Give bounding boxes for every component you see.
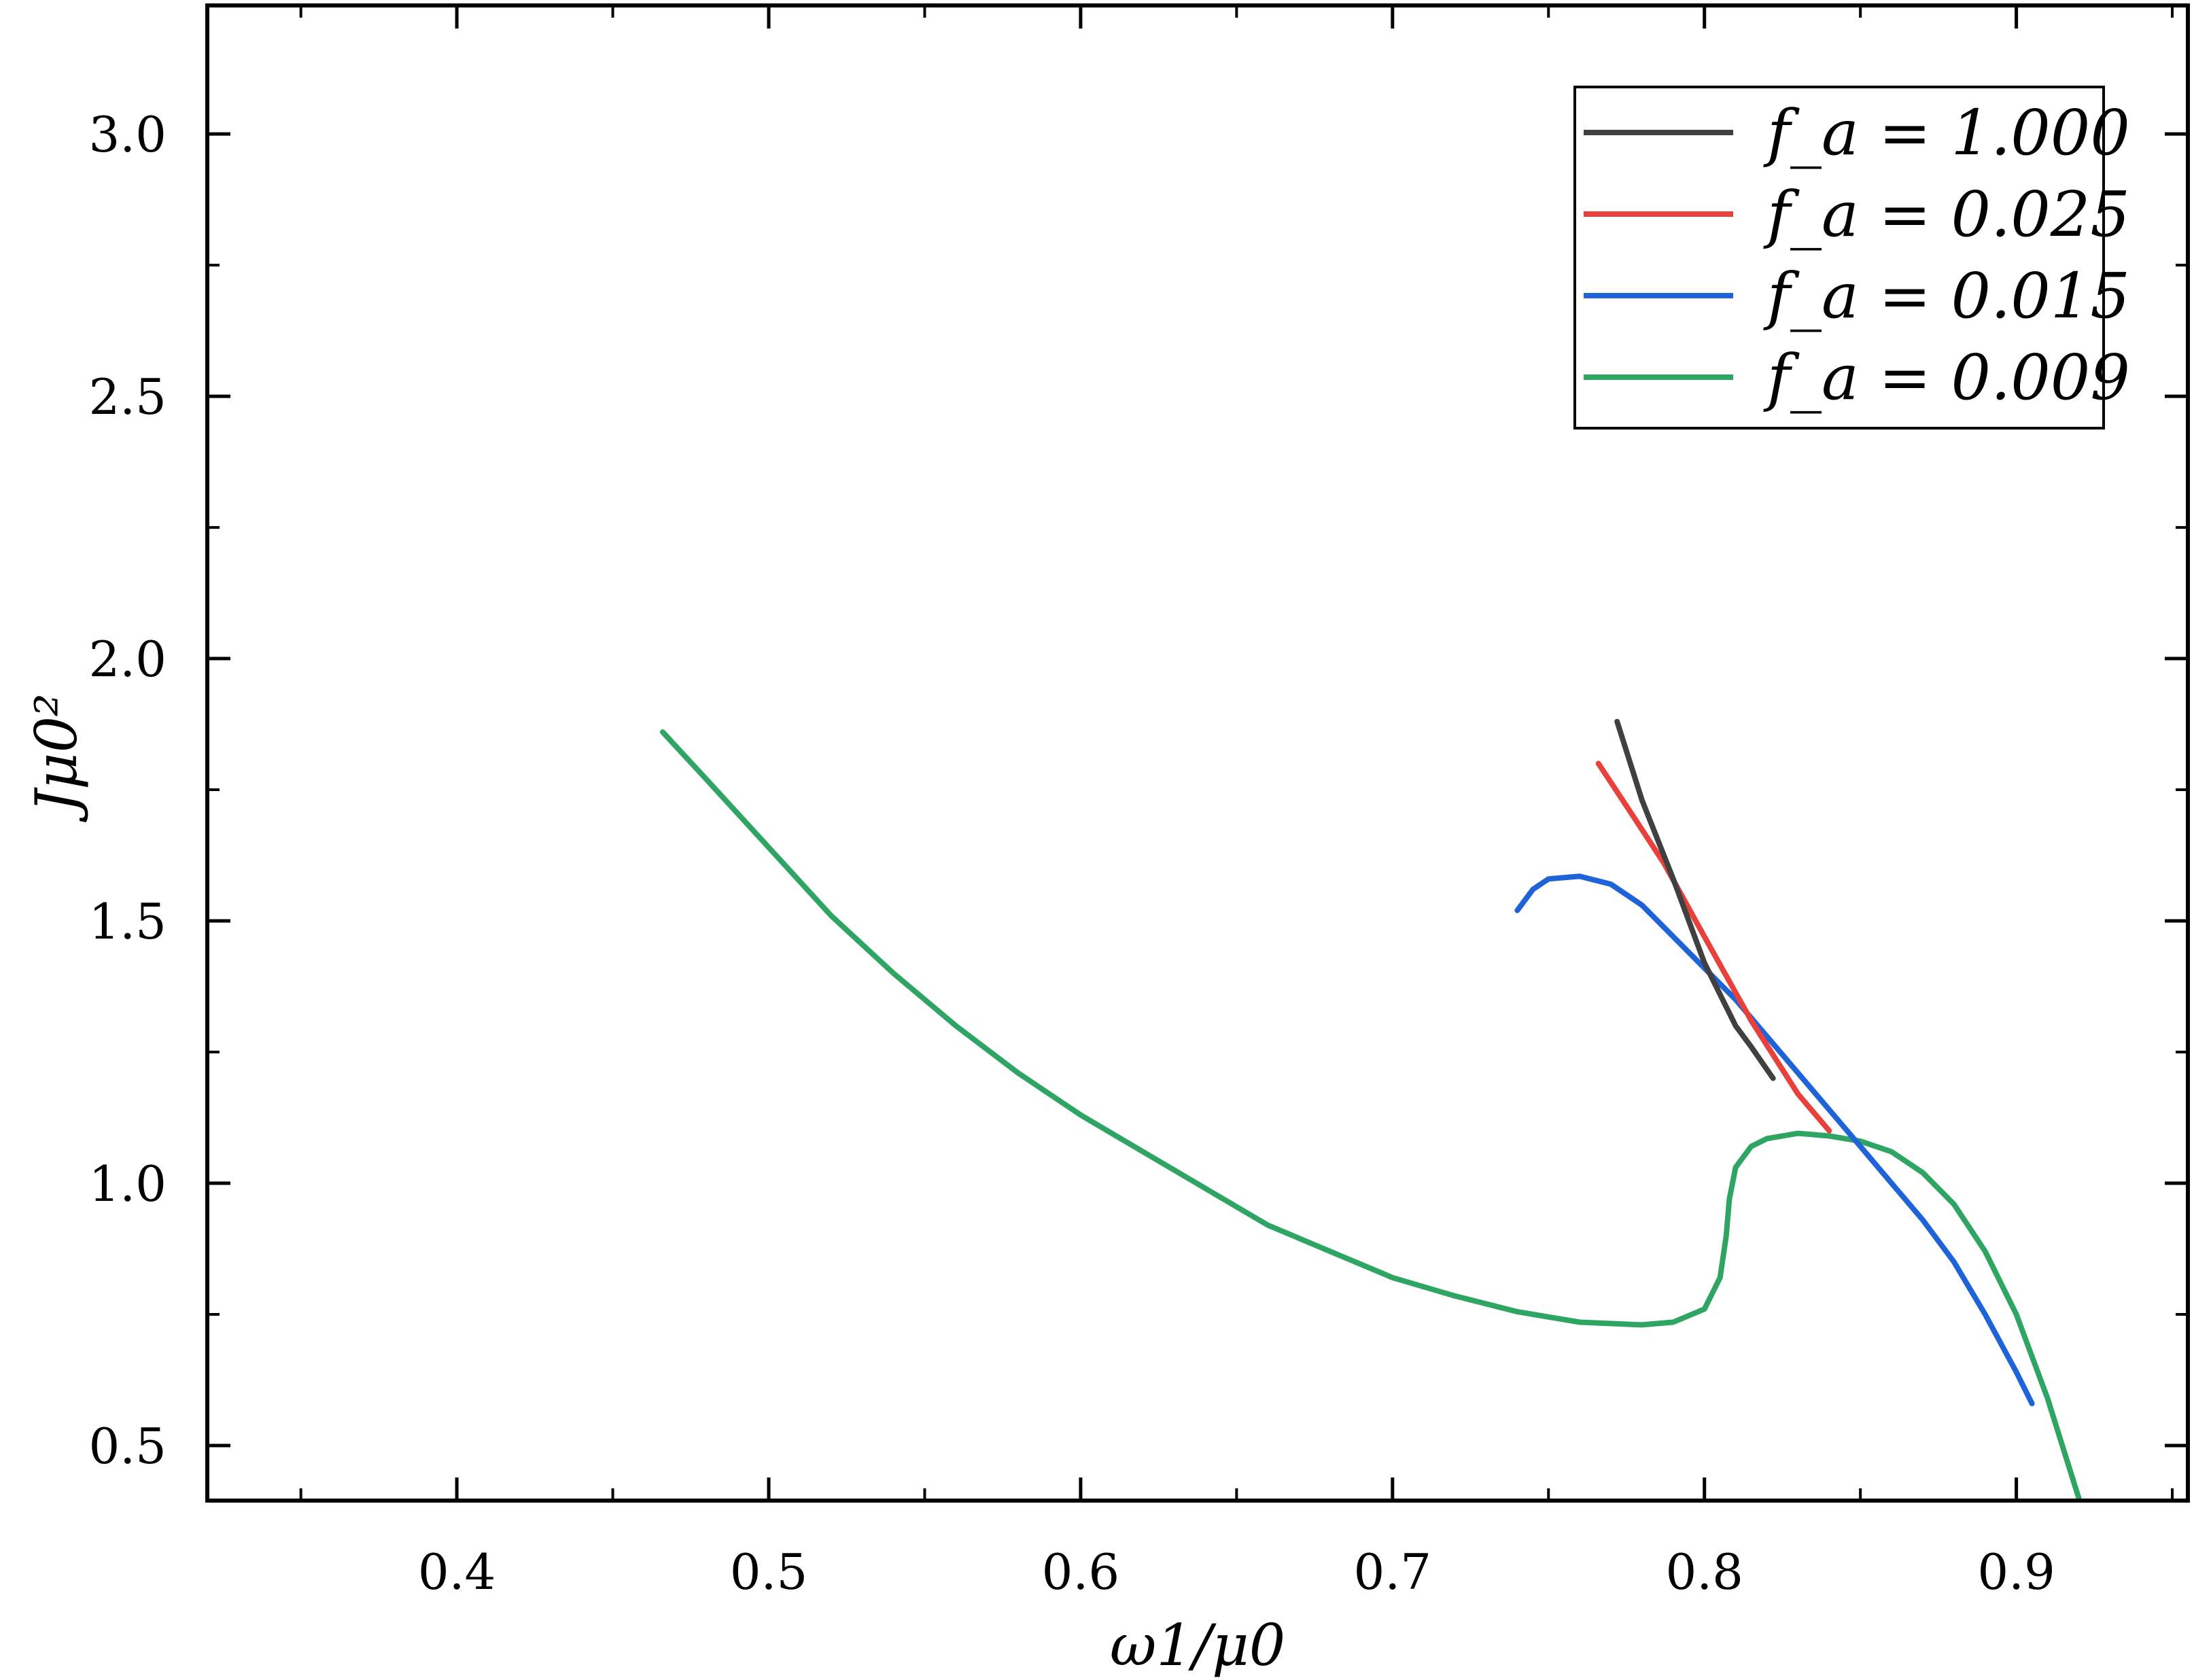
series-line-2 [1514, 873, 2035, 1407]
tick-labels: 0.4 0.5 0.6 0.7 0.8 0.9 0.5 1.0 1.5 2.0 2.5 3.0 [88, 106, 2055, 1600]
y-tick-label: 2.0 [88, 631, 167, 688]
legend-label: f_a = 1.000 [1763, 97, 2130, 169]
x-tick-label: 0.7 [1354, 1543, 1432, 1600]
legend: f_a = 1.000 f_a = 0.025 f_a = 0.015 f_a = 0… [1573, 86, 2130, 430]
y-axis-label: Jμ0² [23, 693, 90, 822]
series-layer [660, 718, 2082, 1501]
axis-ticks [207, 5, 2188, 1501]
x-tick-label: 0.9 [1977, 1543, 2055, 1600]
legend-label: f_a = 0.025 [1763, 178, 2130, 251]
series-line-0 [1614, 718, 1776, 1081]
y-tick-label: 1.0 [88, 1155, 167, 1212]
legend-box [1573, 86, 2105, 430]
series-line-1 [1595, 760, 1832, 1134]
y-tick-label: 1.5 [88, 893, 167, 950]
x-tick-label: 0.5 [730, 1543, 808, 1600]
plot-frame [205, 3, 2190, 1503]
y-tick-label: 3.0 [88, 106, 167, 163]
legend-label: f_a = 0.009 [1763, 341, 2130, 414]
y-tick-label: 0.5 [88, 1418, 167, 1475]
x-axis-label: ω1/μ0 [1110, 1612, 1285, 1679]
y-tick-label: 2.5 [88, 368, 167, 425]
series-line-3 [660, 729, 2082, 1501]
x-tick-label: 0.4 [418, 1543, 496, 1600]
x-tick-label: 0.6 [1042, 1543, 1120, 1600]
legend-items: f_a = 1.000 f_a = 0.025 f_a = 0.015 f_a = 0… [1584, 97, 2130, 414]
legend-label: f_a = 0.015 [1763, 260, 2130, 332]
x-tick-label: 0.8 [1665, 1543, 1743, 1600]
